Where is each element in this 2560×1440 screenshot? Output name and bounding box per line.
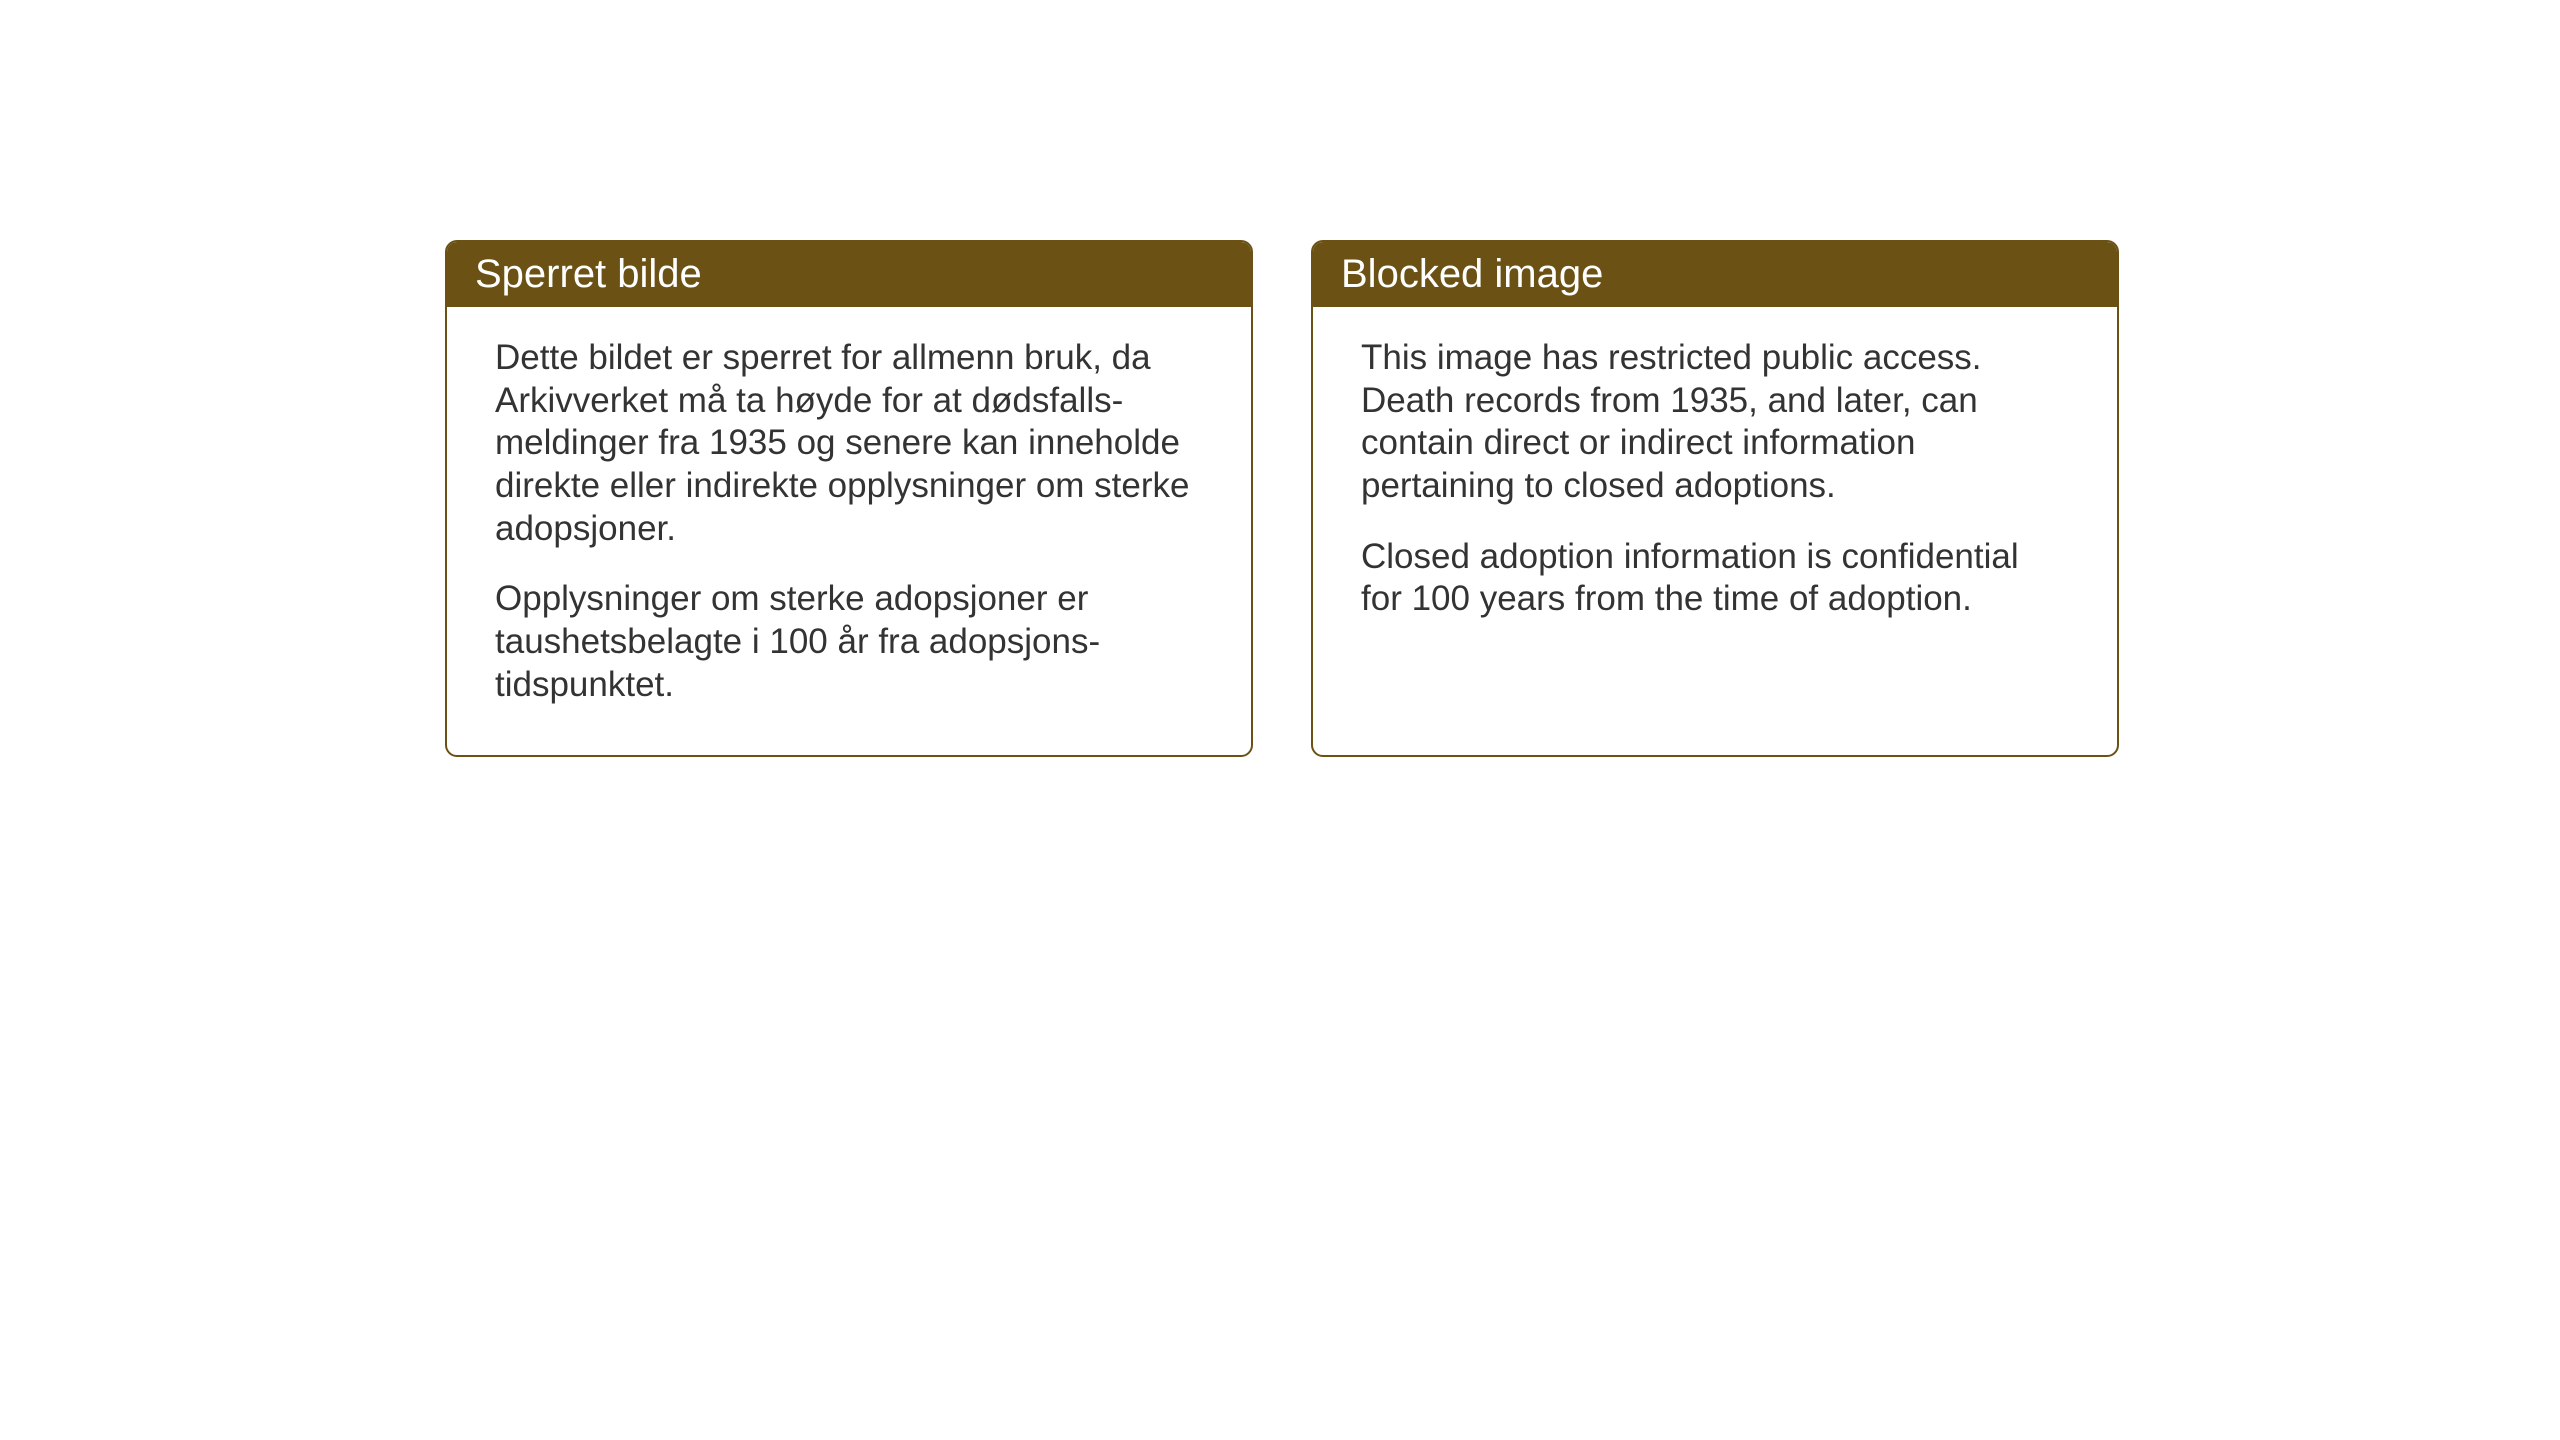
card-header-norwegian: Sperret bilde <box>447 242 1251 307</box>
card-paragraph: Closed adoption information is confident… <box>1361 536 2069 621</box>
card-paragraph: Opplysninger om sterke adopsjoner er tau… <box>495 578 1203 706</box>
cards-container: Sperret bilde Dette bildet er sperret fo… <box>445 240 2119 757</box>
card-paragraph: This image has restricted public access.… <box>1361 337 2069 508</box>
card-body-english: This image has restricted public access.… <box>1313 307 2117 669</box>
card-english: Blocked image This image has restricted … <box>1311 240 2119 757</box>
card-title: Blocked image <box>1341 252 1603 296</box>
card-norwegian: Sperret bilde Dette bildet er sperret fo… <box>445 240 1253 757</box>
card-title: Sperret bilde <box>475 252 702 296</box>
card-paragraph: Dette bildet er sperret for allmenn bruk… <box>495 337 1203 550</box>
card-header-english: Blocked image <box>1313 242 2117 307</box>
card-body-norwegian: Dette bildet er sperret for allmenn bruk… <box>447 307 1251 755</box>
